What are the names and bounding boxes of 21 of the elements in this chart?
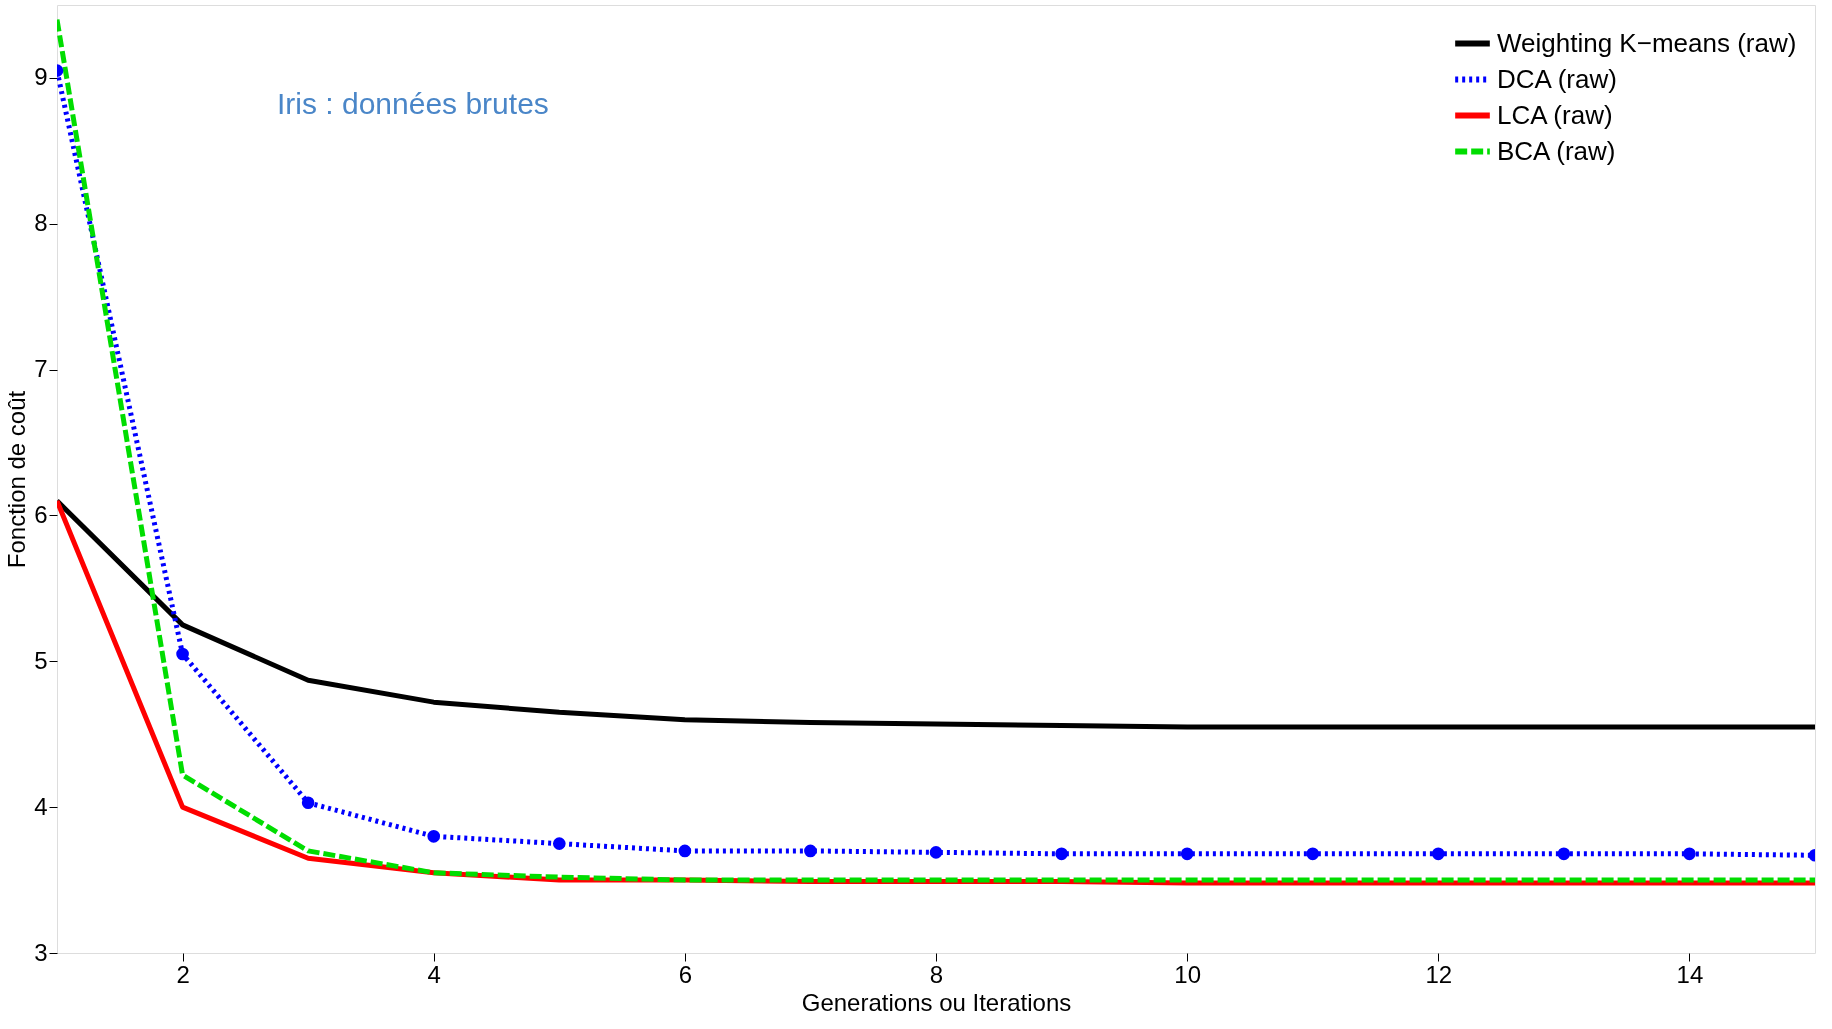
x-tick-label: 8 bbox=[929, 960, 944, 988]
x-tick-label: 14 bbox=[1676, 960, 1704, 988]
y-axis-title: Fonction de coût bbox=[3, 390, 31, 569]
x-tick-label: 6 bbox=[678, 960, 693, 988]
y-tick-label: 8 bbox=[34, 209, 48, 237]
y-tick-label: 5 bbox=[34, 646, 48, 674]
y-tick-label: 6 bbox=[34, 500, 48, 528]
x-tick-label: 10 bbox=[1174, 960, 1201, 988]
legend-label: BCA (raw) bbox=[1497, 135, 1616, 166]
y-tick-label: 7 bbox=[34, 355, 48, 383]
y-tick-label: 3 bbox=[34, 938, 48, 966]
legend-label: DCA (raw) bbox=[1497, 63, 1617, 94]
y-tick-label: 4 bbox=[34, 792, 48, 820]
y-tick-label: 9 bbox=[34, 63, 48, 91]
x-axis-title: Generations ou Iterations bbox=[801, 988, 1072, 1016]
x-tick-label: 4 bbox=[427, 960, 441, 988]
x-tick-label: 2 bbox=[176, 960, 190, 988]
legend-label: Weighting K−means (raw) bbox=[1497, 27, 1797, 58]
x-tick-label: 12 bbox=[1425, 960, 1453, 988]
legend-label: LCA (raw) bbox=[1497, 99, 1613, 130]
annotation: Iris : données brutes bbox=[277, 87, 549, 120]
